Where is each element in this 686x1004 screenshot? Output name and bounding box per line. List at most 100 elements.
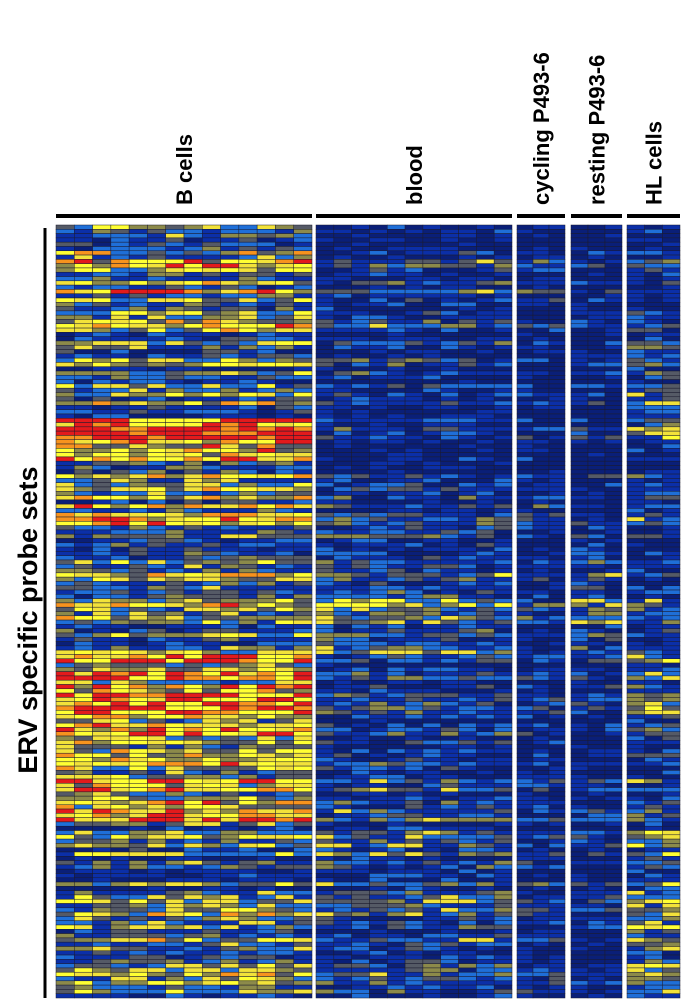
heatmap-cell <box>147 937 166 943</box>
heatmap-cell <box>369 976 388 982</box>
heatmap-cell <box>440 894 459 900</box>
heatmap-cell <box>315 778 335 784</box>
heatmap-cell <box>440 980 459 986</box>
heatmap-cell <box>202 229 221 234</box>
heatmap-cell <box>238 332 258 337</box>
heatmap-cell <box>476 555 495 561</box>
heatmap-cell <box>128 980 148 986</box>
heatmap-cell <box>532 306 550 312</box>
heatmap-cell <box>315 542 335 548</box>
heatmap-cell <box>493 757 513 763</box>
heatmap-cell <box>110 606 130 612</box>
heatmap-cell <box>476 456 495 462</box>
heatmap-cell <box>92 632 112 638</box>
heatmap-cell <box>369 422 388 428</box>
heatmap-cell <box>493 722 513 728</box>
heatmap-cell <box>275 971 294 977</box>
heatmap-cell <box>493 864 513 870</box>
heatmap-cell <box>493 787 513 793</box>
heatmap-cell <box>55 598 75 604</box>
heatmap-cell <box>493 246 513 252</box>
heatmap-cell <box>128 229 148 234</box>
heatmap-cell <box>422 718 441 724</box>
heatmap-cell <box>165 323 185 329</box>
heatmap-cell <box>458 589 477 595</box>
heatmap-cell <box>333 409 352 415</box>
heatmap-cell <box>165 954 185 960</box>
heatmap-cell <box>220 533 240 539</box>
heatmap-cell <box>387 929 406 934</box>
heatmap-cell <box>220 770 240 775</box>
heatmap-cell <box>74 456 93 462</box>
heatmap-cell <box>387 521 406 526</box>
heatmap-cell <box>238 611 258 617</box>
heatmap-cell <box>55 903 75 909</box>
heatmap-cell <box>256 697 276 702</box>
heatmap-cell <box>476 645 495 651</box>
heatmap-cell <box>293 263 313 269</box>
heatmap-cell <box>238 941 258 947</box>
heatmap-cell <box>147 581 166 586</box>
heatmap-cell <box>369 353 388 359</box>
heatmap-cell <box>404 950 424 956</box>
heatmap-cell <box>92 538 112 544</box>
heatmap-cell <box>92 409 112 415</box>
heatmap-cell <box>404 946 424 952</box>
heatmap-cell <box>532 224 550 230</box>
heatmap-cell <box>516 722 534 728</box>
heatmap-cell <box>532 619 550 625</box>
heatmap-cell <box>128 658 148 664</box>
heatmap-cell <box>440 383 459 389</box>
heatmap-cell <box>293 697 313 702</box>
heatmap-cell <box>404 383 424 389</box>
heatmap-cell <box>369 933 388 939</box>
heatmap-cell <box>55 546 75 552</box>
heatmap-cell <box>458 731 477 737</box>
heatmap-cell <box>315 525 335 531</box>
heatmap-cell <box>293 907 313 913</box>
heatmap-cell <box>422 559 441 565</box>
heatmap-cell <box>387 259 406 264</box>
heatmap-cell <box>532 383 550 389</box>
heatmap-cell <box>220 555 240 561</box>
heatmap-cell <box>147 280 166 286</box>
heatmap-cell <box>315 774 335 780</box>
heatmap-cell <box>548 602 566 608</box>
heatmap-cell <box>202 963 221 969</box>
heatmap-cell <box>293 293 313 299</box>
heatmap-cell <box>92 589 112 595</box>
heatmap-cell <box>275 267 294 273</box>
heatmap-cell <box>110 658 130 664</box>
heatmap-cell <box>351 731 370 737</box>
heatmap-cell <box>333 787 352 793</box>
heatmap-cell <box>220 594 240 599</box>
heatmap-cell <box>128 611 148 617</box>
heatmap-cell <box>315 731 335 737</box>
heatmap-cell <box>333 581 352 586</box>
heatmap-cell <box>476 542 495 548</box>
heatmap-cell <box>238 735 258 741</box>
heatmap-cell <box>422 817 441 823</box>
heatmap-cell <box>147 246 166 252</box>
heatmap-cell <box>92 271 112 277</box>
heatmap-cell <box>315 740 335 745</box>
heatmap-cell <box>422 654 441 659</box>
heatmap-cell <box>220 499 240 505</box>
heatmap-cell <box>55 941 75 947</box>
heatmap-cell <box>74 804 93 810</box>
heatmap-cell <box>74 993 93 999</box>
heatmap-cell <box>458 370 477 376</box>
heatmap-cell <box>351 804 370 810</box>
heatmap-cell <box>202 508 221 513</box>
heatmap-cell <box>516 478 534 483</box>
heatmap-cell <box>404 817 424 823</box>
heatmap-cell <box>220 284 240 290</box>
heatmap-cell <box>493 752 513 758</box>
heatmap-cell <box>256 546 276 552</box>
heatmap-cell <box>256 383 276 389</box>
heatmap-cell <box>202 619 221 625</box>
heatmap-cell <box>165 688 185 694</box>
heatmap-cell <box>532 886 550 891</box>
heatmap-cell <box>110 319 130 325</box>
heatmap-cell <box>293 744 313 750</box>
